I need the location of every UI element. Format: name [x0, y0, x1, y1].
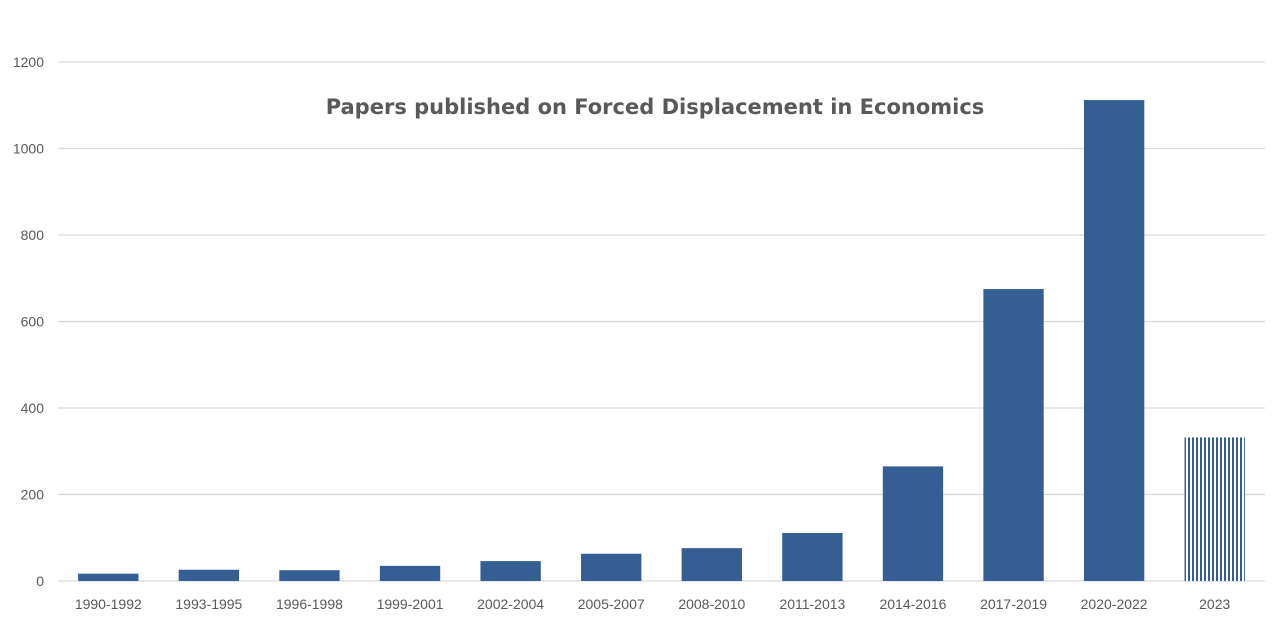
x-tick-label: 1996-1998 [276, 596, 343, 612]
x-axis-tick-labels: 1990-1992 1993-1995 1996-1998 1999-2001 2002… [75, 596, 1231, 612]
x-tick-label: 2014-2016 [879, 596, 946, 612]
bar-1999-2001 [379, 565, 441, 581]
bar-2020-2022 [1083, 100, 1145, 581]
x-tick-label: 1999-2001 [377, 596, 444, 612]
chart-title: Papers published on Forced Displacement … [326, 95, 985, 119]
bar-2005-2007 [581, 553, 642, 581]
x-tick-label: 2005-2007 [578, 596, 645, 612]
y-tick-label: 600 [21, 314, 45, 330]
bars [78, 100, 1245, 581]
y-axis-tick-labels: 0 200 400 600 800 1000 1200 [13, 54, 44, 589]
y-tick-label: 200 [21, 487, 45, 503]
bar-1993-1995 [178, 569, 240, 581]
bar-2023 [1184, 437, 1245, 581]
x-tick-label: 2008-2010 [678, 596, 745, 612]
bar-2014-2016 [882, 466, 944, 581]
bar-2008-2010 [681, 548, 742, 581]
bar-1990-1992 [78, 573, 139, 581]
gridlines [58, 61, 1265, 582]
x-tick-label: 1993-1995 [175, 596, 242, 612]
y-tick-label: 800 [21, 227, 45, 243]
y-tick-label: 1000 [13, 141, 44, 157]
x-tick-label: 2020-2022 [1081, 596, 1148, 612]
bar-1996-1998 [279, 570, 340, 581]
x-tick-label: 2002-2004 [477, 596, 544, 612]
x-tick-label: 2023 [1199, 596, 1230, 612]
y-tick-label: 400 [21, 400, 45, 416]
x-tick-label: 2011-2013 [779, 596, 845, 612]
bar-2002-2004 [480, 561, 541, 581]
y-tick-label: 0 [36, 573, 44, 589]
x-tick-label: 2017-2019 [980, 596, 1047, 612]
bar-2011-2013 [782, 532, 843, 581]
y-tick-label: 1200 [13, 54, 44, 70]
bar-2017-2019 [983, 289, 1044, 581]
x-tick-label: 1990-1992 [75, 596, 142, 612]
